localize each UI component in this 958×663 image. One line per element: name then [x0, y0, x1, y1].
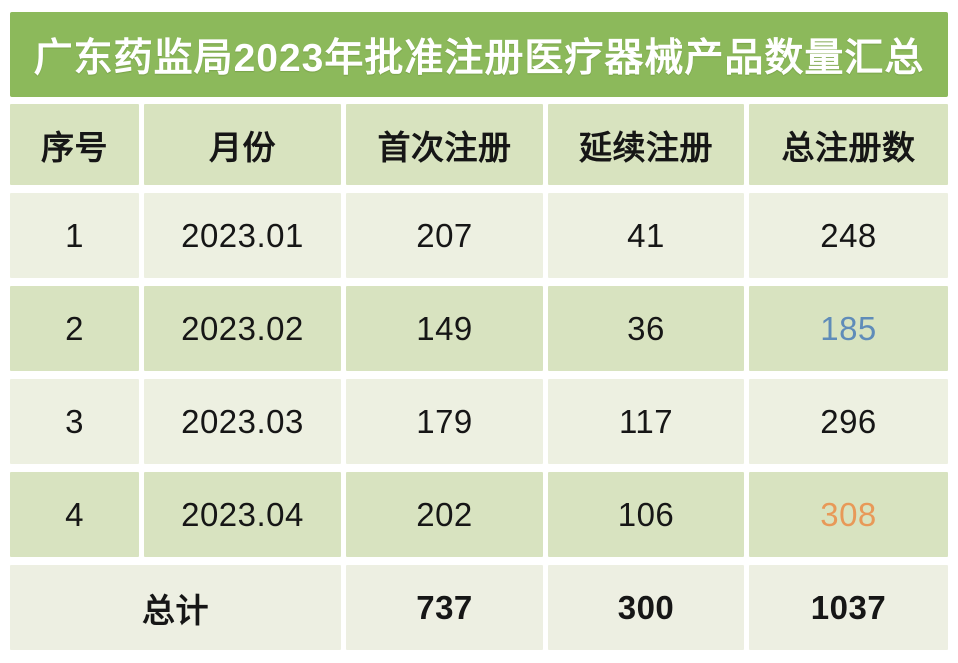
- cell-seq: 1: [10, 193, 139, 278]
- footer-total-label: 总计: [10, 565, 341, 650]
- cell-total-registration: 296: [749, 379, 948, 464]
- cell-total-registration-highlighted: 185: [749, 286, 948, 371]
- cell-month: 2023.03: [144, 379, 341, 464]
- column-header-renewal-registration: 延续注册: [548, 104, 744, 185]
- column-header-first-registration: 首次注册: [346, 104, 543, 185]
- cell-seq: 2: [10, 286, 139, 371]
- cell-first-registration: 202: [346, 472, 543, 557]
- footer-first-registration-total: 737: [346, 565, 543, 650]
- cell-renewal-registration: 41: [548, 193, 744, 278]
- footer-renewal-registration-total: 300: [548, 565, 744, 650]
- registration-table: 序号 月份 首次注册 延续注册 总注册数 1 2023.01 207 41 24…: [10, 104, 948, 650]
- cell-first-registration: 207: [346, 193, 543, 278]
- cell-first-registration: 149: [346, 286, 543, 371]
- cell-total-registration: 248: [749, 193, 948, 278]
- column-header-month: 月份: [144, 104, 341, 185]
- cell-renewal-registration: 36: [548, 286, 744, 371]
- cell-renewal-registration: 117: [548, 379, 744, 464]
- cell-month: 2023.01: [144, 193, 341, 278]
- cell-seq: 4: [10, 472, 139, 557]
- cell-renewal-registration: 106: [548, 472, 744, 557]
- cell-total-registration-highlighted: 308: [749, 472, 948, 557]
- column-header-seq: 序号: [10, 104, 139, 185]
- column-header-total-registration: 总注册数: [749, 104, 948, 185]
- cell-seq: 3: [10, 379, 139, 464]
- cell-first-registration: 179: [346, 379, 543, 464]
- cell-month: 2023.04: [144, 472, 341, 557]
- page-title: 广东药监局2023年批准注册医疗器械产品数量汇总: [33, 36, 925, 80]
- footer-grand-total: 1037: [749, 565, 948, 650]
- title-banner: 广东药监局2023年批准注册医疗器械产品数量汇总: [10, 12, 948, 97]
- cell-month: 2023.02: [144, 286, 341, 371]
